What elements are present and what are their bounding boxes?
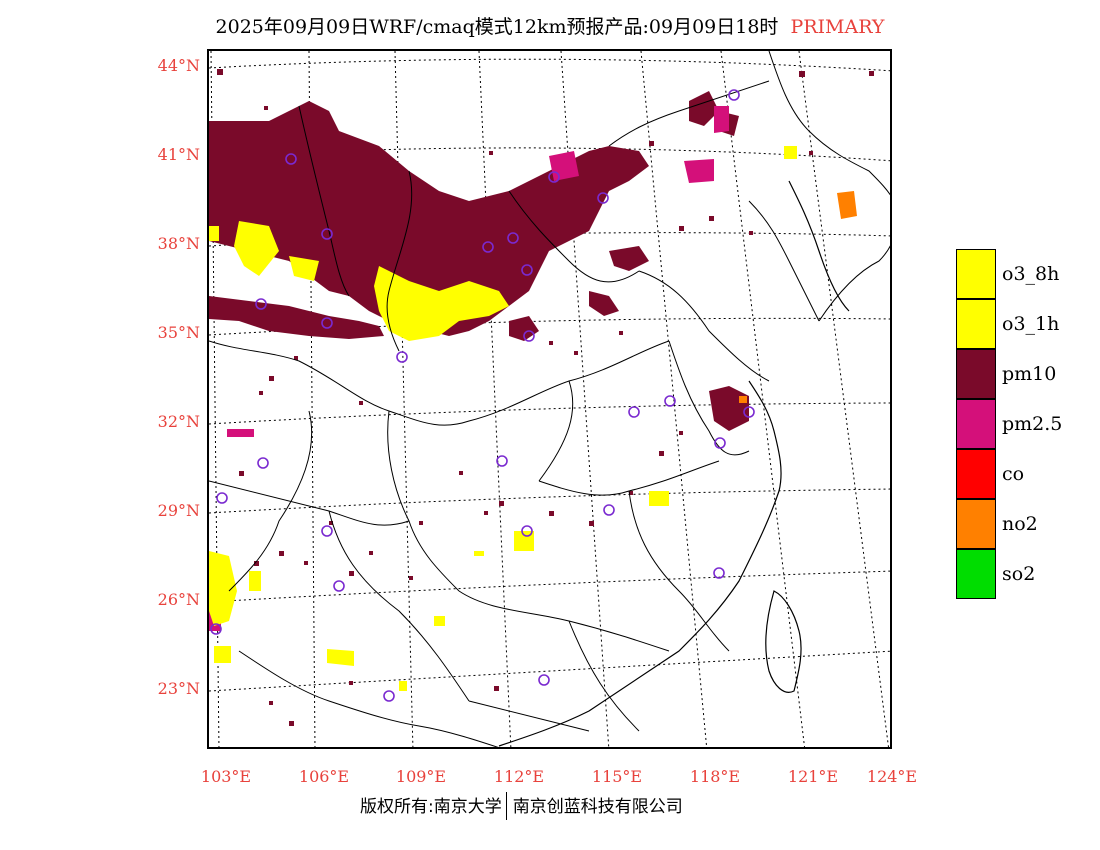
legend-swatch-co: [956, 449, 996, 499]
lon-label-121: 121°E: [787, 767, 839, 786]
o3-regions: [209, 146, 797, 691]
legend-label-no2: no2: [1002, 513, 1038, 535]
legend-item-pm25: pm2.5: [956, 399, 1062, 449]
lon-label-118: 118°E: [689, 767, 741, 786]
copyright-left: 版权所有:南京大学: [360, 797, 502, 817]
legend-item-o3-8h: o3_8h: [956, 249, 1059, 299]
legend-swatch-pm25: [956, 399, 996, 449]
title-text: 2025年09月09日WRF/cmaq模式12km预报产品:09月09日18时: [215, 16, 779, 38]
legend-item-o3-1h: o3_1h: [956, 299, 1059, 349]
legend-label-so2: so2: [1002, 563, 1036, 585]
copyright-right: 南京创蓝科技有限公司: [512, 797, 683, 817]
lon-label-106: 106°E: [298, 767, 350, 786]
legend-swatch-no2: [956, 499, 996, 549]
map-canvas: [209, 51, 890, 747]
copyright-separator: [505, 792, 507, 820]
province-borders: [209, 51, 890, 747]
lon-label-109: 109°E: [395, 767, 447, 786]
lon-label-112: 112°E: [493, 767, 545, 786]
lat-label-32: 32°N: [157, 412, 200, 431]
no2-regions: [739, 191, 857, 403]
legend-item-so2: so2: [956, 549, 1035, 599]
coastline: [498, 180, 850, 747]
copyright-footer: 版权所有:南京大学 南京创蓝科技有限公司: [360, 792, 683, 820]
lat-label-26: 26°N: [157, 590, 200, 609]
legend-label-o3-8h: o3_8h: [1002, 263, 1060, 285]
lat-label-35: 35°N: [157, 323, 200, 342]
lon-label-124: 124°E: [866, 767, 918, 786]
lat-label-44: 44°N: [157, 56, 200, 75]
legend-item-co: co: [956, 449, 1024, 499]
legend-swatch-o3-1h: [956, 299, 996, 349]
lat-label-23: 23°N: [157, 679, 200, 698]
lat-label-41: 41°N: [157, 145, 200, 164]
title-primary-tag: PRIMARY: [790, 16, 885, 38]
legend-swatch-so2: [956, 549, 996, 599]
map-title: 2025年09月09日WRF/cmaq模式12km预报产品:09月09日18时 P…: [0, 12, 1100, 39]
lat-label-29: 29°N: [157, 501, 200, 520]
pm10-scattered-cells: [217, 69, 874, 726]
legend-label-co: co: [1002, 463, 1025, 485]
lon-label-103: 103°E: [200, 767, 252, 786]
legend-label-pm25: pm2.5: [1002, 413, 1063, 435]
map-panel: [207, 49, 892, 749]
legend-item-pm10: pm10: [956, 349, 1056, 399]
pm10-regions: [209, 91, 749, 431]
legend-swatch-pm10: [956, 349, 996, 399]
legend-label-o3-1h: o3_1h: [1002, 313, 1060, 335]
pollutant-legend: o3_8h o3_1h pm10 pm2.5 co no2 so2: [956, 249, 1062, 599]
lat-label-38: 38°N: [157, 234, 200, 253]
lon-label-115: 115°E: [591, 767, 643, 786]
legend-item-no2: no2: [956, 499, 1038, 549]
legend-label-pm10: pm10: [1002, 363, 1057, 385]
legend-swatch-o3-8h: [956, 249, 996, 299]
station-markers: [210, 89, 755, 702]
